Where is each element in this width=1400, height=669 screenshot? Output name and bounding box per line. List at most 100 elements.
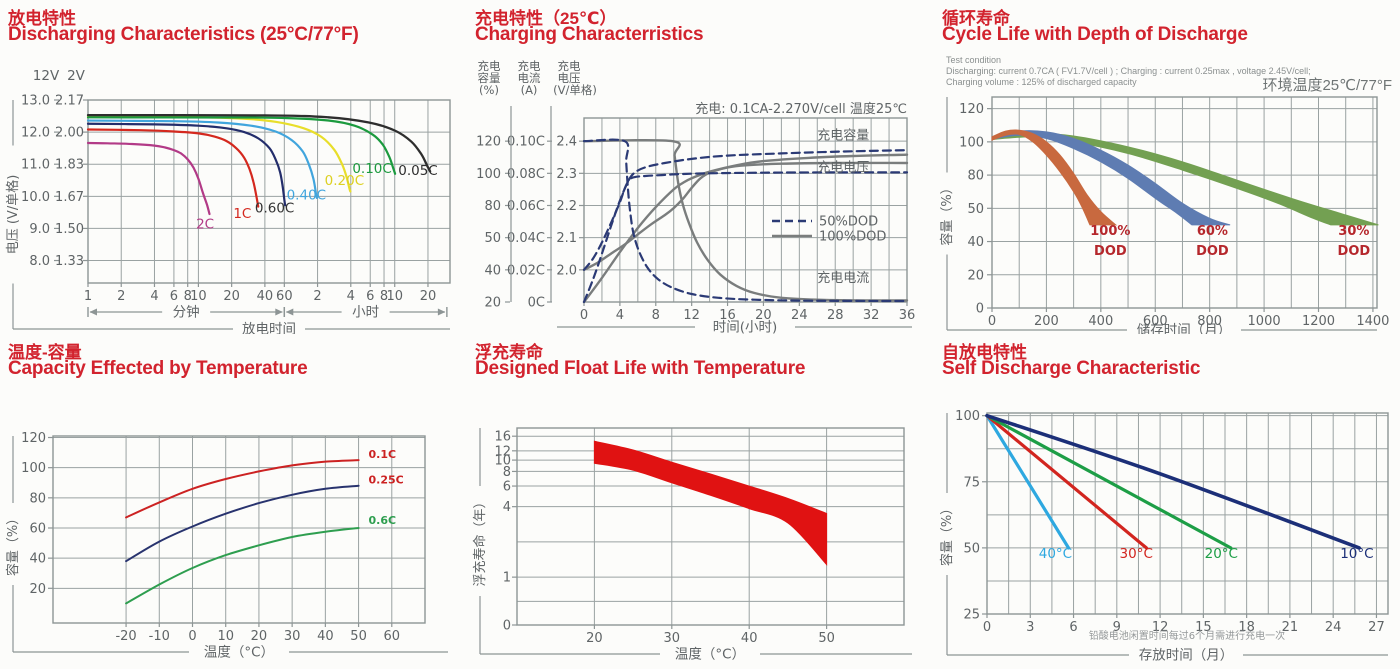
svg-text:20°C: 20°C: [1205, 546, 1238, 562]
svg-text:16: 16: [494, 430, 511, 445]
panel-title-zh: 充电特性（25℃）: [475, 9, 617, 28]
svg-text:储存时间（月）: 储存时间（月）: [1137, 323, 1232, 335]
svg-text:8: 8: [652, 308, 660, 323]
svg-text:2C: 2C: [196, 216, 214, 232]
svg-text:0.25C: 0.25C: [369, 474, 404, 487]
svg-text:2.3: 2.3: [556, 167, 577, 182]
panel-charging-characteristics: 充电特性（25℃） Charging Characterristics 0 4 8 1…: [467, 0, 933, 334]
svg-text:10: 10: [190, 289, 207, 304]
svg-text:60: 60: [29, 521, 46, 536]
svg-text:0.10C: 0.10C: [352, 161, 392, 177]
cycle-life-chart: 0 200 400 600 800 1000 1200 1400120100805040200…: [939, 96, 1389, 335]
panel-title-en: Discharging Characteristics (25°C/77°F): [8, 24, 359, 45]
panel-title-zh: 温度-容量: [8, 343, 82, 362]
svg-text:8: 8: [184, 289, 192, 304]
svg-text:6: 6: [1069, 620, 1077, 635]
svg-text:2.0: 2.0: [556, 263, 577, 278]
svg-text:200: 200: [1034, 314, 1059, 329]
svg-text:20: 20: [251, 629, 268, 644]
svg-text:充电容量: 充电容量: [817, 128, 869, 144]
svg-text:-10: -10: [149, 629, 170, 644]
svg-text:10.0: 10.0: [21, 190, 50, 205]
svg-text:600: 600: [1143, 314, 1168, 329]
svg-text:2.4: 2.4: [556, 135, 577, 150]
svg-text:0: 0: [983, 620, 991, 635]
svg-text:16: 16: [719, 308, 736, 323]
svg-text:12.0: 12.0: [21, 126, 50, 141]
svg-text:容量: 容量: [478, 71, 501, 85]
test-condition-line: Charging volume : 125% of discharged cap…: [946, 77, 1137, 87]
svg-text:1: 1: [84, 289, 92, 304]
svg-text:充电电压: 充电电压: [817, 160, 869, 176]
svg-text:(%): (%): [479, 83, 499, 97]
panel-float-life: 浮充寿命 Designed Float Life with Temperatur…: [467, 334, 933, 668]
discharge-characteristics-chart: 1 2 4 6 810 20 40 60 2 4 6 810 2013.012.011.010.09.0…: [5, 68, 451, 334]
svg-text:1000: 1000: [1248, 314, 1281, 329]
svg-text:6: 6: [170, 289, 178, 304]
svg-text:电流: 电流: [518, 71, 541, 85]
svg-text:120: 120: [476, 135, 501, 150]
svg-text:0: 0: [988, 314, 996, 329]
svg-text:1400: 1400: [1356, 314, 1389, 329]
svg-text:20: 20: [755, 308, 772, 323]
svg-text:13.0: 13.0: [21, 94, 50, 109]
panel-title-en: Capacity Effected by Temperature: [8, 358, 308, 379]
svg-text:2.2: 2.2: [556, 199, 577, 214]
svg-text:1.33: 1.33: [55, 254, 84, 269]
svg-text:(V/单格): (V/单格): [553, 83, 597, 97]
svg-text:30: 30: [284, 629, 301, 644]
svg-text:10°C: 10°C: [1340, 546, 1373, 562]
svg-text:0.10C: 0.10C: [507, 135, 545, 150]
svg-text:10: 10: [494, 454, 511, 469]
svg-text:20: 20: [967, 268, 984, 283]
svg-text:50: 50: [350, 629, 367, 644]
svg-text:小时: 小时: [352, 305, 379, 321]
svg-text:24: 24: [791, 308, 808, 323]
svg-text:50: 50: [818, 631, 835, 646]
svg-text:时间(小时): 时间(小时): [713, 320, 778, 335]
svg-text:25: 25: [963, 608, 980, 623]
svg-text:0: 0: [503, 619, 511, 634]
svg-text:6: 6: [503, 480, 511, 495]
svg-text:100: 100: [476, 167, 501, 182]
self-discharge-chart: 0 3 6 9 12 15 18 21 24 27 100 75 50 25 40°C 30°C 20°C 10°…: [939, 409, 1389, 664]
svg-text:DOD: DOD: [1196, 244, 1229, 259]
svg-text:2.17: 2.17: [55, 94, 84, 109]
svg-text:4: 4: [150, 289, 158, 304]
svg-text:0: 0: [976, 302, 984, 317]
svg-text:1200: 1200: [1302, 314, 1335, 329]
svg-text:40: 40: [29, 552, 46, 567]
svg-text:80: 80: [967, 169, 984, 184]
panel-capacity-temperature: 温度-容量 Capacity Effected by Temperature -…: [0, 334, 466, 668]
svg-text:0.40C: 0.40C: [287, 188, 327, 204]
svg-text:充电: 0.1CA-2.270V/cell 温度25℃: 充电: 0.1CA-2.270V/cell 温度25℃: [695, 101, 907, 117]
svg-text:20: 20: [586, 631, 603, 646]
svg-text:12: 12: [494, 444, 511, 459]
svg-text:温度（°C）: 温度（°C）: [204, 645, 274, 661]
svg-text:1.50: 1.50: [55, 222, 84, 237]
svg-text:容量（%）: 容量（%）: [939, 502, 955, 566]
svg-text:12: 12: [683, 308, 700, 323]
svg-text:100: 100: [955, 409, 980, 424]
svg-text:8: 8: [503, 465, 511, 480]
svg-text:40: 40: [967, 235, 984, 250]
svg-text:3: 3: [1026, 620, 1034, 635]
svg-text:11.0: 11.0: [21, 158, 50, 173]
svg-text:分钟: 分钟: [173, 304, 200, 321]
svg-text:存放时间（月）: 存放时间（月）: [1139, 648, 1234, 664]
svg-text:40: 40: [257, 289, 274, 304]
panel-title-zh: 自放电特性: [942, 343, 1027, 362]
svg-text:0: 0: [580, 308, 588, 323]
svg-text:0.04C: 0.04C: [507, 231, 545, 246]
svg-text:50: 50: [484, 231, 501, 246]
svg-text:20: 20: [484, 296, 501, 311]
svg-text:2: 2: [117, 289, 125, 304]
svg-text:75: 75: [963, 475, 980, 490]
svg-text:24: 24: [1325, 620, 1342, 635]
svg-text:电压 (V/单格): 电压 (V/单格): [5, 175, 21, 255]
panel-cycle-life: 循环寿命 Cycle Life with Depth of Discharge …: [934, 0, 1400, 334]
panel-title-en: Self Discharge Characteristic: [942, 358, 1201, 379]
svg-text:容量（%）: 容量（%）: [939, 181, 955, 245]
svg-text:40°C: 40°C: [1039, 546, 1072, 562]
svg-text:8: 8: [380, 289, 388, 304]
